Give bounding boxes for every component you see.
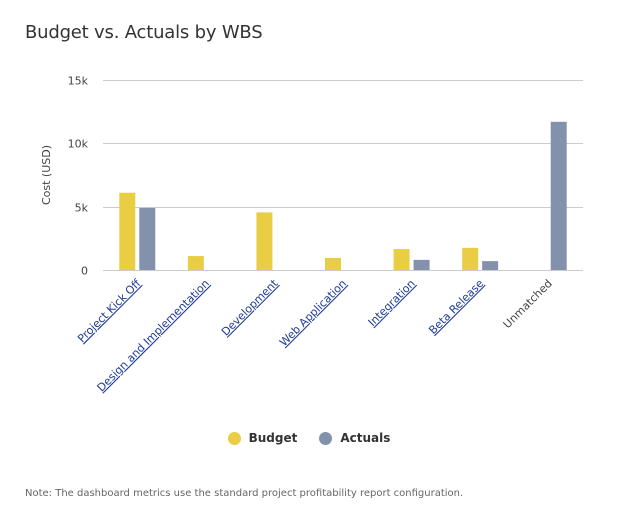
y-axis-label: Cost (USD) [40,145,53,205]
category-link[interactable]: Project Kick Off [75,277,144,346]
bar-actuals[interactable] [413,259,430,270]
category-link[interactable]: Web Application [277,277,349,349]
bar-budget[interactable] [187,256,204,270]
legend-marker-actuals [319,431,333,445]
legend-item-actuals[interactable]: Actuals [319,431,390,445]
category-link[interactable]: Design and Implementation [95,277,212,394]
bar-actuals[interactable] [550,121,567,270]
bar-budget[interactable] [119,192,136,270]
bar-actuals[interactable] [139,207,156,270]
y-tick-label: 0 [81,265,88,278]
legend-marker-budget [227,431,241,445]
legend-item-budget[interactable]: Budget [227,431,298,445]
bar-budget[interactable] [325,257,341,270]
y-axis-ticks: 0 5k 10k 15k [68,75,89,278]
bar-budget[interactable] [462,247,479,270]
bar-actuals[interactable] [482,261,499,270]
category-link[interactable]: Development [219,276,281,338]
category-link[interactable]: Beta Release [426,277,486,337]
gridlines [103,80,583,271]
legend-label-actuals: Actuals [340,431,391,445]
y-tick-label: 5k [75,202,89,215]
chart-title: Budget vs. Actuals by WBS [25,22,263,43]
y-tick-label: 15k [68,75,89,88]
bars [119,121,567,270]
y-tick-label: 10k [68,138,89,151]
legend-label-budget: Budget [248,431,298,445]
footnote: Note: The dashboard metrics use the stan… [25,488,464,499]
category-label: Unmatched [501,277,555,331]
legend: Budget Actuals [0,431,618,445]
bar-budget[interactable] [393,249,410,270]
bar-chart: 0 5k 10k 15k Cost (USD) Project Kick OffDes… [40,75,583,394]
bar-budget[interactable] [256,212,273,270]
category-link[interactable]: Integration [366,277,418,329]
